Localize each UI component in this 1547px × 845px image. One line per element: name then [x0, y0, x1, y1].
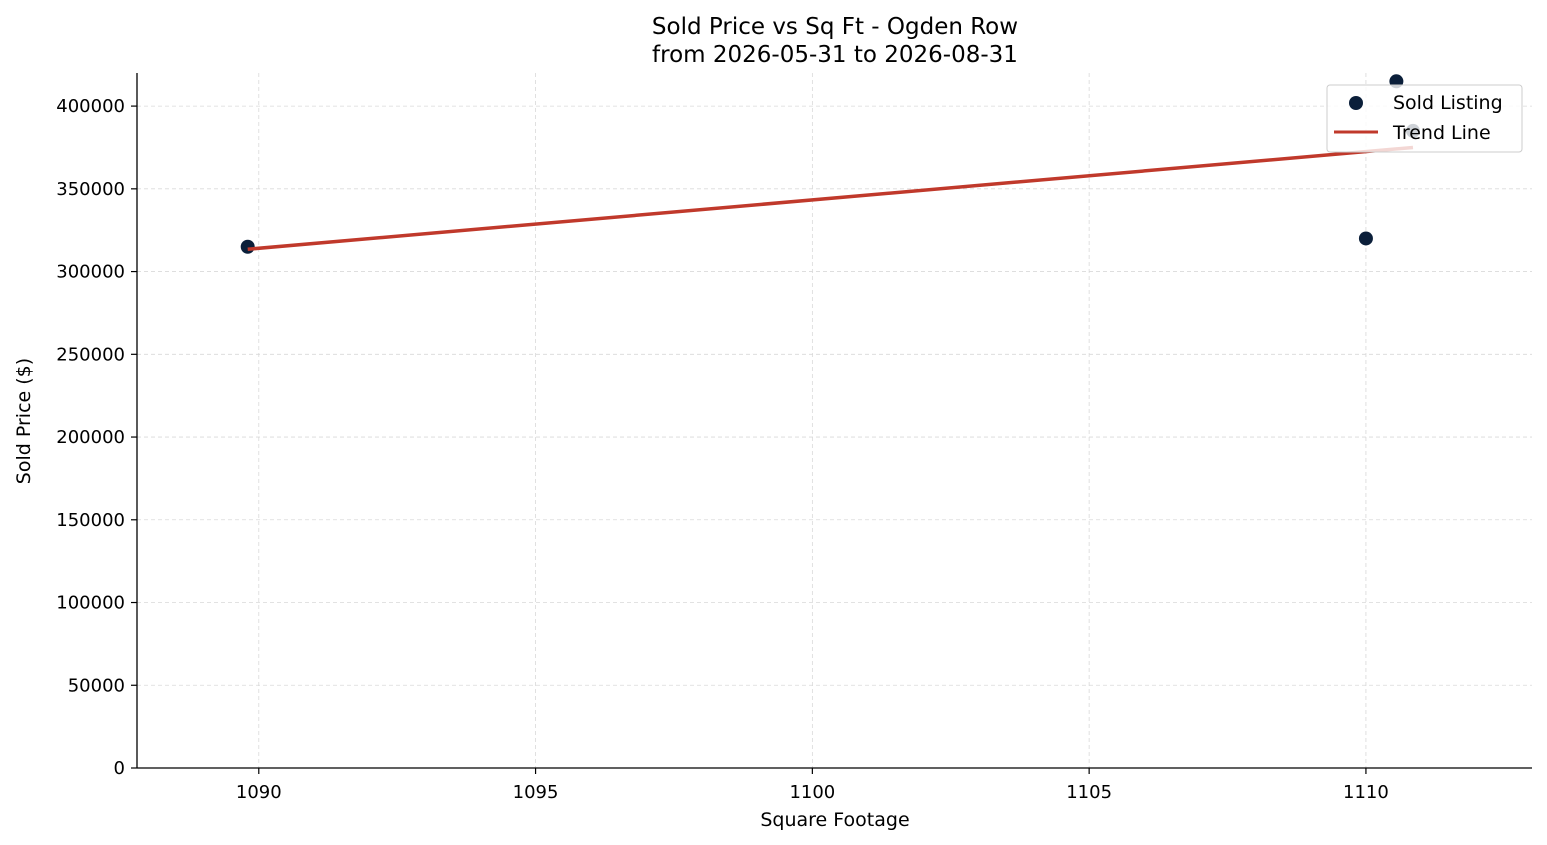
y-tick-label: 50000 [68, 675, 125, 696]
x-tick-label: 1100 [789, 782, 835, 803]
data-point [240, 239, 255, 254]
x-tick-label: 1095 [513, 782, 559, 803]
legend: Sold Listing Trend Line [1326, 84, 1523, 153]
y-tick-label: 350000 [56, 179, 125, 200]
y-tick-label: 400000 [56, 96, 125, 117]
y-tick-label: 250000 [56, 344, 125, 365]
y-tick-label: 100000 [56, 593, 125, 614]
y-tick-label: 0 [114, 758, 125, 779]
legend-label-sold-listing: Sold Listing [1393, 92, 1503, 114]
chart-subtitle: from 2026-05-31 to 2026-08-31 [652, 42, 1018, 68]
y-axis-ticks: 0 50000 100000 150000 200000 250000 300000 3500… [56, 96, 137, 779]
legend-marker-sold-listing [1349, 96, 1363, 110]
x-axis-ticks: 1090 1095 1100 1105 1110 [236, 768, 1389, 803]
chart-title: Sold Price vs Sq Ft - Ogden Row [652, 14, 1018, 40]
trend-line [247, 145, 1414, 251]
grid [137, 73, 1532, 769]
series-layer [240, 74, 1420, 254]
x-tick-label: 1105 [1066, 782, 1112, 803]
y-axis-label: Sold Price ($) [13, 358, 35, 484]
x-axis-label: Square Footage [760, 809, 909, 831]
x-tick-label: 1090 [236, 782, 282, 803]
y-tick-label: 200000 [56, 427, 125, 448]
y-tick-label: 150000 [56, 510, 125, 531]
y-tick-label: 300000 [56, 262, 125, 283]
data-point [1358, 231, 1373, 246]
x-tick-label: 1110 [1343, 782, 1389, 803]
legend-label-trend-line: Trend Line [1392, 122, 1491, 144]
legend-box [1326, 84, 1523, 153]
